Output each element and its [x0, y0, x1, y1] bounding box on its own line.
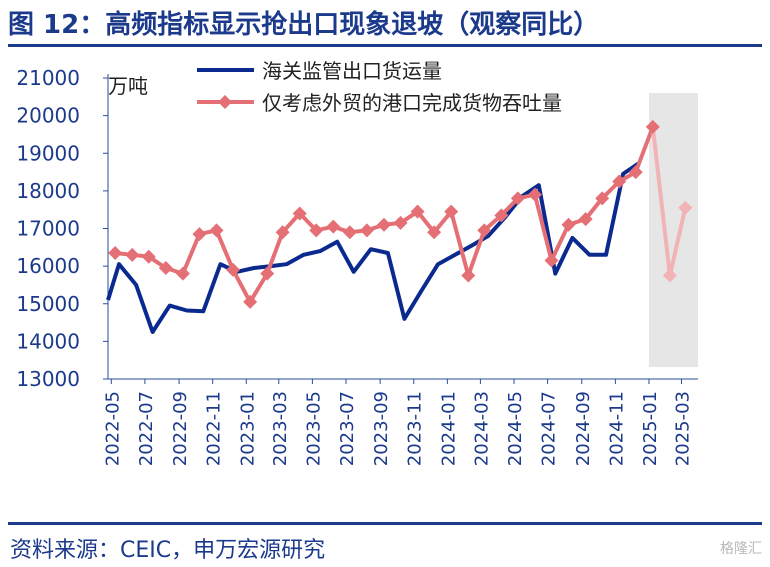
data-point-port-throughput: [260, 266, 275, 281]
y-tick-label: 16000: [16, 254, 80, 278]
y-tick-label: 15000: [16, 292, 80, 316]
y-tick-label: 14000: [16, 329, 80, 353]
x-tick-label: 2023-03: [270, 391, 291, 466]
source-note: 资料来源：CEIC，申万宏源研究: [10, 538, 326, 563]
data-point-port-throughput: [461, 268, 476, 283]
data-point-port-throughput: [510, 191, 525, 206]
watermark-logo: 格隆汇: [720, 541, 762, 557]
data-point-port-throughput: [175, 266, 190, 281]
data-point-port-throughput: [292, 206, 307, 221]
y-tick-label: 19000: [16, 141, 80, 165]
data-point-port-throughput: [645, 119, 660, 134]
data-point-port-throughput: [578, 212, 593, 227]
data-point-port-throughput: [125, 247, 140, 262]
data-point-port-throughput: [376, 217, 391, 232]
x-tick-label: 2022-07: [136, 391, 157, 466]
data-point-port-throughput: [393, 215, 408, 230]
legend-marker-port: [218, 95, 232, 109]
y-tick-label: 20000: [16, 104, 80, 128]
x-tick-label: 2023-11: [405, 391, 426, 466]
data-point-port-throughput: [477, 223, 492, 238]
y-tick-label: 17000: [16, 217, 80, 241]
figure-title: 图 12：高频指标显示抢出口现象退坡（观察同比）: [8, 10, 600, 40]
y-axis-unit-label: 万吨: [108, 74, 148, 98]
x-tick-label: 2024-05: [505, 391, 526, 466]
x-tick-label: 2024-01: [438, 391, 459, 466]
y-tick-label: 18000: [16, 179, 80, 203]
chart: 13000 14000 15000 16000 17000 18000 19000 20000…: [16, 59, 698, 466]
data-point-port-throughput: [209, 223, 224, 238]
data-point-port-throughput: [158, 261, 173, 276]
data-point-port-throughput: [678, 200, 693, 215]
data-point-port-throughput: [427, 225, 442, 240]
x-tick-label: 2024-09: [573, 391, 594, 466]
legend-label-port: 仅考虑外贸的港口完成货物吞吐量: [262, 91, 562, 115]
data-point-port-throughput: [561, 217, 576, 232]
x-tick-label: 2024-07: [539, 391, 560, 466]
data-point-port-throughput: [226, 262, 241, 277]
data-point-port-throughput: [342, 225, 357, 240]
data-point-port-throughput: [309, 223, 324, 238]
data-point-port-throughput: [612, 174, 627, 189]
data-point-port-throughput: [628, 165, 643, 180]
data-point-port-throughput: [192, 227, 207, 242]
data-point-port-throughput: [527, 187, 542, 202]
data-point-port-throughput: [326, 219, 341, 234]
x-tick-label: 2025-03: [672, 391, 693, 466]
data-point-port-throughput: [275, 225, 290, 240]
x-tick-label: 2022-05: [102, 391, 123, 466]
data-point-port-throughput: [359, 223, 374, 238]
data-point-port-throughput: [662, 268, 677, 283]
x-tick-label: 2025-01: [640, 391, 661, 466]
source-rule: [8, 522, 762, 525]
series-line-customs-export-volume: [106, 161, 641, 334]
x-tick-label: 2023-01: [237, 391, 258, 466]
data-point-port-throughput: [141, 249, 156, 264]
y-tick-label: 21000: [16, 66, 80, 90]
data-point-port-throughput: [243, 294, 258, 309]
x-tick-label: 2022-11: [204, 391, 225, 466]
data-point-port-throughput: [444, 204, 459, 219]
series-line-port-throughput: [114, 126, 655, 304]
x-tick-label: 2024-11: [606, 391, 627, 466]
data-point-port-throughput: [108, 245, 123, 260]
title-rule: [8, 44, 762, 47]
x-tick-label: 2023-05: [303, 391, 324, 466]
y-tick-label: 13000: [16, 367, 80, 391]
x-tick-label: 2023-07: [337, 391, 358, 466]
legend-label-customs: 海关监管出口货运量: [262, 59, 442, 83]
data-point-port-throughput: [410, 204, 425, 219]
x-tick-label: 2023-09: [371, 391, 392, 466]
data-point-port-throughput: [595, 191, 610, 206]
x-tick-label: 2024-03: [471, 391, 492, 466]
x-tick-label: 2022-09: [170, 391, 191, 466]
data-point-port-throughput: [544, 253, 559, 268]
data-point-port-throughput: [494, 208, 509, 223]
shaded-forecast-region: [648, 93, 698, 367]
